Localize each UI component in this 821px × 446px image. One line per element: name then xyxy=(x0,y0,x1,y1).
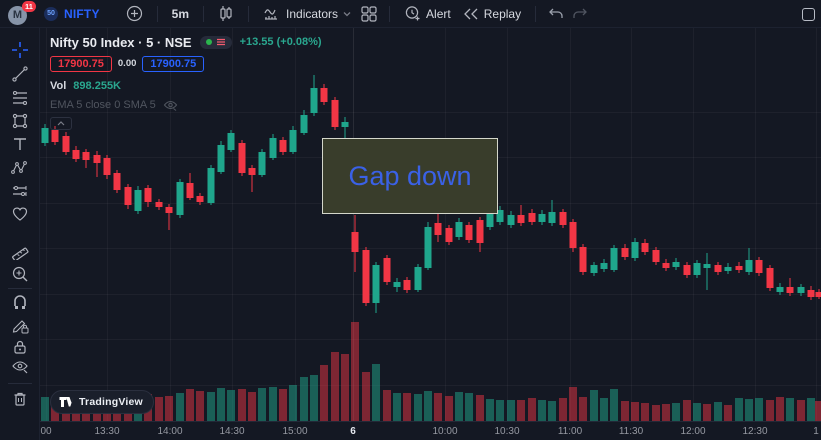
gap-down-annotation[interactable]: Gap down xyxy=(322,138,498,214)
zoom-in-tool[interactable] xyxy=(11,265,29,283)
svg-text:11:00: 11:00 xyxy=(558,426,583,437)
svg-text:13:30: 13:30 xyxy=(94,426,119,437)
toolbar-divider xyxy=(8,383,32,384)
toolbar-divider xyxy=(156,5,158,22)
undo-icon xyxy=(549,8,563,18)
alert-clock-icon xyxy=(405,6,420,21)
indicators-icon xyxy=(264,8,278,20)
hidden-indicator-label: EMA 5 close 0 SMA 5 xyxy=(50,98,156,111)
symbol-title: Nifty 50 Index · 5 · NSE xyxy=(50,34,192,50)
lock-all-drawings-tool[interactable] xyxy=(11,338,29,356)
spread-value: 0.00 xyxy=(117,58,137,69)
sell-price-box[interactable]: 17900.75 xyxy=(50,55,112,72)
svg-text:12:00: 12:00 xyxy=(680,426,705,437)
interval-button[interactable]: 5m xyxy=(171,6,190,21)
chevron-up-icon xyxy=(57,121,65,126)
svg-text:1: 1 xyxy=(813,426,819,437)
eye-off-icon[interactable] xyxy=(163,99,178,111)
svg-text:14:30: 14:30 xyxy=(219,426,244,437)
stay-in-drawing-mode-tool[interactable] xyxy=(11,317,29,335)
long-short-position-tool[interactable] xyxy=(11,182,29,200)
tradingview-watermark[interactable]: TradingView xyxy=(50,390,154,414)
svg-text:15:00: 15:00 xyxy=(282,426,307,437)
measure-ruler-tool[interactable] xyxy=(11,242,29,262)
indicators-button[interactable]: Indicators xyxy=(257,2,357,26)
redo-button[interactable] xyxy=(568,2,592,26)
volume-value: 898.255K xyxy=(73,79,122,92)
avatar: M xyxy=(8,5,27,25)
chart-style-button[interactable] xyxy=(212,2,240,26)
notification-badge: 11 xyxy=(22,0,36,12)
volume-label: Vol xyxy=(50,79,67,92)
layout-manager-button[interactable] xyxy=(802,8,815,21)
symbol-logo: 50 xyxy=(44,6,58,21)
undo-button[interactable] xyxy=(544,2,568,26)
svg-text:12:30: 12:30 xyxy=(742,426,767,437)
replay-button[interactable]: Replay xyxy=(457,2,527,26)
legend-collapse-button[interactable] xyxy=(50,117,72,130)
alert-label: Alert xyxy=(426,6,451,21)
toolbar-divider xyxy=(389,5,391,22)
grid-templates-icon xyxy=(361,5,377,22)
market-status-pill[interactable] xyxy=(199,35,232,49)
svg-text:00: 00 xyxy=(40,426,52,437)
svg-text:10:00: 10:00 xyxy=(432,426,457,437)
svg-text:14:00: 14:00 xyxy=(157,426,182,437)
indicator-templates-button[interactable] xyxy=(357,2,381,26)
replay-label: Replay xyxy=(483,6,522,21)
svg-text:11:30: 11:30 xyxy=(619,426,644,437)
magnet-tool[interactable] xyxy=(11,295,29,313)
hide-all-drawings-tool[interactable] xyxy=(11,358,29,376)
chart-legend: Nifty 50 Index · 5 · NSE +13.55 (+0.08%)… xyxy=(50,34,322,130)
plus-circle-icon xyxy=(126,5,142,22)
buy-price-box[interactable]: 17900.75 xyxy=(142,55,205,72)
symbol-name: NIFTY xyxy=(64,6,100,21)
replay-rewind-icon xyxy=(463,8,478,19)
drawing-toolbar xyxy=(0,28,40,440)
price-change: +13.55 (+0.08%) xyxy=(239,36,322,48)
svg-text:10:30: 10:30 xyxy=(494,426,519,437)
shapes-tool[interactable] xyxy=(11,112,29,130)
top-toolbar: M 11 50 NIFTY 5m xyxy=(0,0,821,28)
candles-style-icon xyxy=(220,6,232,21)
market-open-dot xyxy=(205,39,212,45)
xabcd-pattern-tool[interactable] xyxy=(11,159,29,177)
user-menu-button[interactable]: M 11 xyxy=(8,0,36,25)
toolbar-divider xyxy=(248,5,250,22)
indicators-label: Indicators xyxy=(286,6,339,21)
tradingview-logo-icon xyxy=(59,396,74,407)
toolbar-divider xyxy=(203,5,205,22)
gap-down-label: Gap down xyxy=(348,160,472,191)
compare-add-symbol-button[interactable] xyxy=(120,2,149,26)
toolbar-divider xyxy=(8,288,32,289)
trend-line-tool[interactable] xyxy=(11,65,29,83)
crosshair-tool[interactable] xyxy=(11,41,29,59)
alert-button[interactable]: Alert xyxy=(398,2,457,26)
fib-retracement-tool[interactable] xyxy=(11,89,29,107)
favorites-heart-icon[interactable] xyxy=(11,205,29,223)
redo-icon xyxy=(573,8,588,18)
text-tool[interactable] xyxy=(11,135,29,153)
symbol-search-button[interactable]: 50 NIFTY xyxy=(38,2,106,26)
svg-text:6: 6 xyxy=(350,426,356,437)
chevron-down-icon xyxy=(343,11,351,16)
remove-objects-trash-tool[interactable] xyxy=(11,390,29,408)
toolbar-divider xyxy=(535,5,537,22)
data-mode-icon xyxy=(216,38,225,46)
tradingview-logo-text: TradingView xyxy=(79,396,143,408)
